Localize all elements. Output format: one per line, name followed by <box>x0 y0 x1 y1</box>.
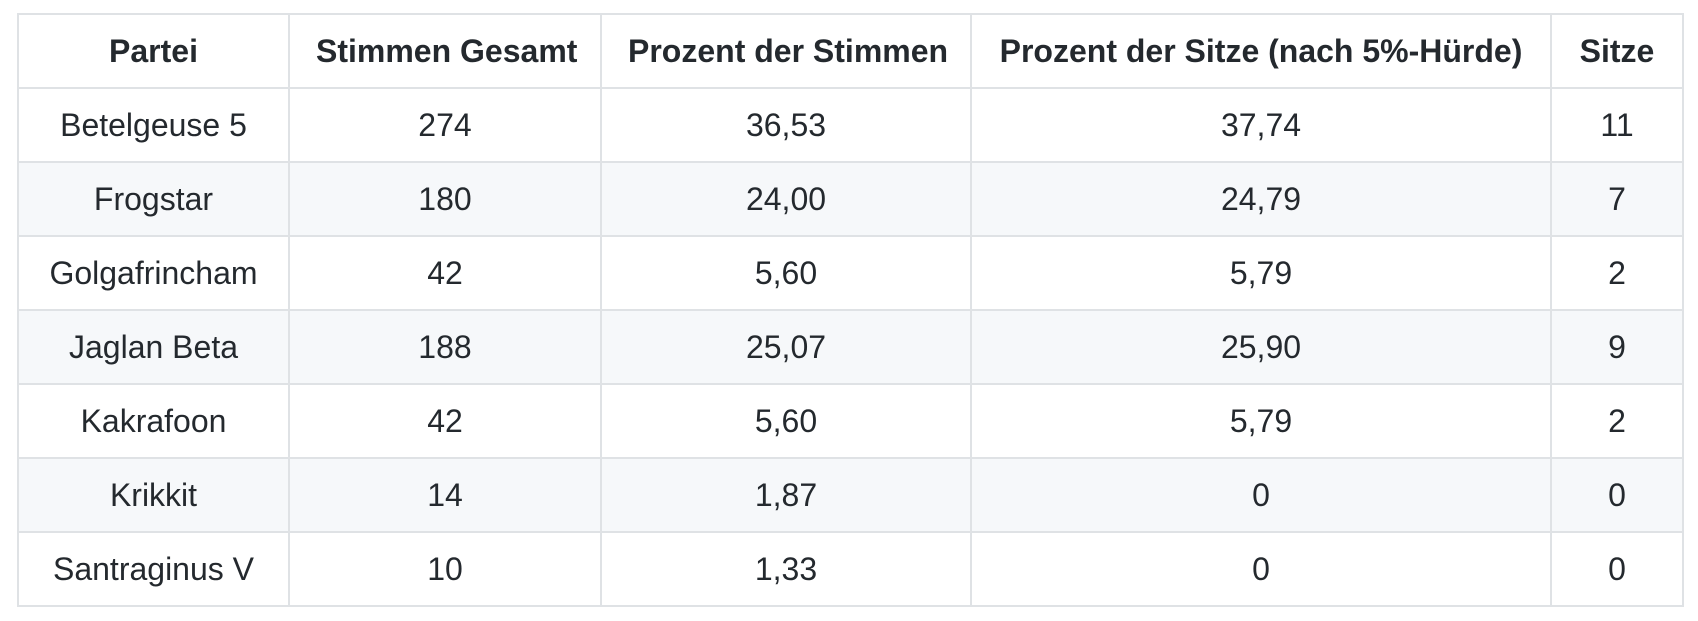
cell-votes-total: 180 <box>288 161 602 237</box>
cell-pct-votes: 25,07 <box>600 309 972 385</box>
cell-seats: 2 <box>1550 383 1684 459</box>
cell-pct-seats: 5,79 <box>970 235 1552 311</box>
column-header-prozent-der-stimmen: Prozent der Stimmen <box>600 13 972 89</box>
cell-party: Frogstar <box>17 161 290 237</box>
table-row-jaglan-beta: Jaglan Beta 188 25,07 25,90 9 <box>17 309 1684 385</box>
cell-party: Jaglan Beta <box>17 309 290 385</box>
table-row-kakrafoon: Kakrafoon 42 5,60 5,79 2 <box>17 383 1684 459</box>
cell-votes-total: 10 <box>288 531 602 607</box>
cell-pct-seats: 37,74 <box>970 87 1552 163</box>
cell-pct-seats: 0 <box>970 457 1552 533</box>
cell-seats: 0 <box>1550 531 1684 607</box>
cell-pct-seats: 25,90 <box>970 309 1552 385</box>
cell-votes-total: 14 <box>288 457 602 533</box>
cell-pct-votes: 5,60 <box>600 235 972 311</box>
table-row-betelgeuse-5: Betelgeuse 5 274 36,53 37,74 11 <box>17 87 1684 163</box>
cell-seats: 9 <box>1550 309 1684 385</box>
column-header-prozent-der-sitze: Prozent der Sitze (nach 5%-Hürde) <box>970 13 1552 89</box>
table-row-frogstar: Frogstar 180 24,00 24,79 7 <box>17 161 1684 237</box>
cell-pct-votes: 1,33 <box>600 531 972 607</box>
cell-votes-total: 188 <box>288 309 602 385</box>
cell-pct-votes: 24,00 <box>600 161 972 237</box>
cell-seats: 11 <box>1550 87 1684 163</box>
cell-pct-votes: 1,87 <box>600 457 972 533</box>
cell-seats: 2 <box>1550 235 1684 311</box>
cell-votes-total: 274 <box>288 87 602 163</box>
cell-pct-votes: 36,53 <box>600 87 972 163</box>
cell-pct-seats: 24,79 <box>970 161 1552 237</box>
table-row-santraginus-v: Santraginus V 10 1,33 0 0 <box>17 531 1684 607</box>
column-header-partei: Partei <box>17 13 290 89</box>
table-header-row: Partei Stimmen Gesamt Prozent der Stimme… <box>17 13 1684 89</box>
cell-pct-votes: 5,60 <box>600 383 972 459</box>
election-results-table: Partei Stimmen Gesamt Prozent der Stimme… <box>17 13 1684 607</box>
column-header-sitze: Sitze <box>1550 13 1684 89</box>
cell-votes-total: 42 <box>288 235 602 311</box>
column-header-stimmen-gesamt: Stimmen Gesamt <box>288 13 602 89</box>
cell-pct-seats: 0 <box>970 531 1552 607</box>
cell-pct-seats: 5,79 <box>970 383 1552 459</box>
cell-party: Golgafrincham <box>17 235 290 311</box>
cell-party: Betelgeuse 5 <box>17 87 290 163</box>
cell-party: Kakrafoon <box>17 383 290 459</box>
cell-seats: 0 <box>1550 457 1684 533</box>
cell-seats: 7 <box>1550 161 1684 237</box>
table-row-krikkit: Krikkit 14 1,87 0 0 <box>17 457 1684 533</box>
cell-party: Krikkit <box>17 457 290 533</box>
cell-party: Santraginus V <box>17 531 290 607</box>
table-row-golgafrincham: Golgafrincham 42 5,60 5,79 2 <box>17 235 1684 311</box>
cell-votes-total: 42 <box>288 383 602 459</box>
